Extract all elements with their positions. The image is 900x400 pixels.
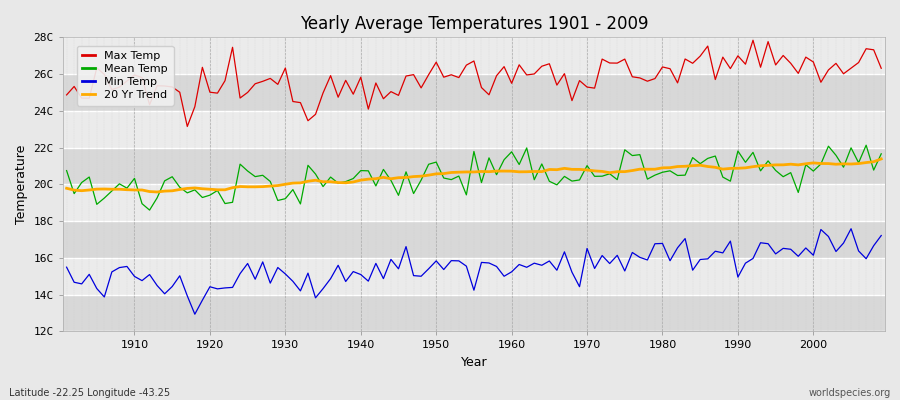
Text: Latitude -22.25 Longitude -43.25: Latitude -22.25 Longitude -43.25 xyxy=(9,388,170,398)
Bar xyxy=(63,148,885,184)
Bar xyxy=(63,184,885,221)
Bar xyxy=(63,37,885,74)
Bar xyxy=(63,221,885,258)
X-axis label: Year: Year xyxy=(461,356,487,369)
Bar xyxy=(63,111,885,148)
Title: Yearly Average Temperatures 1901 - 2009: Yearly Average Temperatures 1901 - 2009 xyxy=(300,15,648,33)
Legend: Max Temp, Mean Temp, Min Temp, 20 Yr Trend: Max Temp, Mean Temp, Min Temp, 20 Yr Tre… xyxy=(76,46,174,106)
Bar xyxy=(63,258,885,295)
Text: worldspecies.org: worldspecies.org xyxy=(809,388,891,398)
Y-axis label: Temperature: Temperature xyxy=(15,145,28,224)
Bar xyxy=(63,74,885,111)
Bar xyxy=(63,295,885,332)
